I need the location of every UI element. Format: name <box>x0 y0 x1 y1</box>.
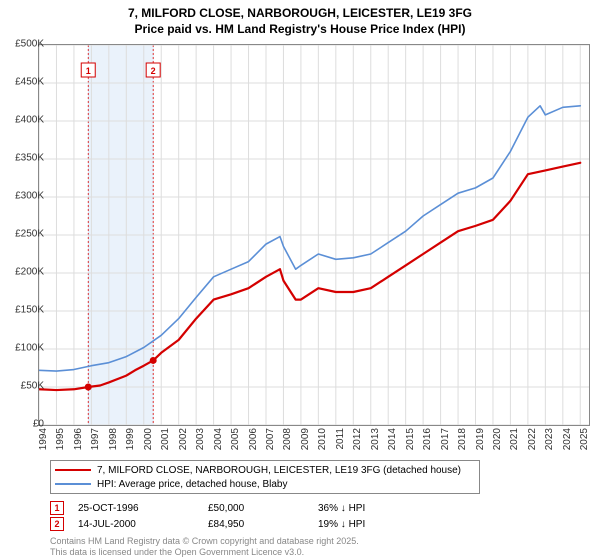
x-tick-label: 2010 <box>317 428 328 450</box>
legend-swatch-hpi <box>55 483 91 485</box>
sale-date-1: 25-OCT-1996 <box>78 503 208 514</box>
chart-svg: 12 <box>39 45 589 425</box>
x-tick-label: 1999 <box>125 428 136 450</box>
x-tick-label: 2020 <box>492 428 503 450</box>
x-tick-label: 2008 <box>282 428 293 450</box>
sales-row-2: 2 14-JUL-2000 £84,950 19% ↓ HPI <box>50 516 438 532</box>
sale-date-2: 14-JUL-2000 <box>78 519 208 530</box>
x-tick-label: 2022 <box>527 428 538 450</box>
svg-text:1: 1 <box>86 66 91 76</box>
legend-label-property: 7, MILFORD CLOSE, NARBOROUGH, LEICESTER,… <box>97 465 461 476</box>
y-tick-label: £450K <box>4 77 44 88</box>
sale-marker-2: 2 <box>50 517 64 531</box>
chart-container: 7, MILFORD CLOSE, NARBOROUGH, LEICESTER,… <box>0 0 600 560</box>
plot-area: 12 <box>38 44 590 426</box>
sale-marker-1: 1 <box>50 501 64 515</box>
x-tick-label: 2013 <box>370 428 381 450</box>
x-tick-label: 2000 <box>143 428 154 450</box>
x-tick-label: 2014 <box>387 428 398 450</box>
y-tick-label: £50K <box>4 381 44 392</box>
title-line-2: Price paid vs. HM Land Registry's House … <box>0 22 600 38</box>
x-tick-label: 2017 <box>440 428 451 450</box>
x-tick-label: 2025 <box>579 428 590 450</box>
copyright-line-1: Contains HM Land Registry data © Crown c… <box>50 536 359 547</box>
x-tick-label: 2012 <box>352 428 363 450</box>
sale-price-1: £50,000 <box>208 503 318 514</box>
x-tick-label: 2005 <box>230 428 241 450</box>
y-tick-label: £100K <box>4 343 44 354</box>
x-tick-label: 2003 <box>195 428 206 450</box>
x-tick-label: 2023 <box>544 428 555 450</box>
x-tick-label: 1998 <box>108 428 119 450</box>
copyright-notice: Contains HM Land Registry data © Crown c… <box>50 536 359 558</box>
x-tick-label: 2009 <box>300 428 311 450</box>
x-tick-label: 1994 <box>38 428 49 450</box>
copyright-line-2: This data is licensed under the Open Gov… <box>50 547 359 558</box>
x-tick-label: 2024 <box>562 428 573 450</box>
y-tick-label: £250K <box>4 229 44 240</box>
legend-swatch-property <box>55 469 91 471</box>
legend-row-hpi: HPI: Average price, detached house, Blab… <box>55 477 475 491</box>
x-tick-label: 2019 <box>475 428 486 450</box>
title-line-1: 7, MILFORD CLOSE, NARBOROUGH, LEICESTER,… <box>0 6 600 22</box>
y-tick-label: £150K <box>4 305 44 316</box>
x-tick-label: 1996 <box>73 428 84 450</box>
sale-hpi-2: 19% ↓ HPI <box>318 519 438 530</box>
x-tick-label: 2011 <box>335 428 346 450</box>
sale-hpi-1: 36% ↓ HPI <box>318 503 438 514</box>
x-tick-label: 1995 <box>55 428 66 450</box>
y-tick-label: £400K <box>4 115 44 126</box>
x-tick-label: 2001 <box>160 428 171 450</box>
legend-label-hpi: HPI: Average price, detached house, Blab… <box>97 479 288 490</box>
sale-price-2: £84,950 <box>208 519 318 530</box>
sales-row-1: 1 25-OCT-1996 £50,000 36% ↓ HPI <box>50 500 438 516</box>
legend-row-property: 7, MILFORD CLOSE, NARBOROUGH, LEICESTER,… <box>55 463 475 477</box>
y-tick-label: £300K <box>4 191 44 202</box>
sales-table: 1 25-OCT-1996 £50,000 36% ↓ HPI 2 14-JUL… <box>50 500 438 532</box>
x-tick-label: 1997 <box>90 428 101 450</box>
chart-title: 7, MILFORD CLOSE, NARBOROUGH, LEICESTER,… <box>0 0 600 37</box>
x-tick-label: 2016 <box>422 428 433 450</box>
x-tick-label: 2007 <box>265 428 276 450</box>
y-tick-label: £350K <box>4 153 44 164</box>
y-tick-label: £200K <box>4 267 44 278</box>
x-tick-label: 2015 <box>405 428 416 450</box>
x-tick-label: 2002 <box>178 428 189 450</box>
x-tick-label: 2018 <box>457 428 468 450</box>
x-tick-label: 2004 <box>213 428 224 450</box>
x-tick-label: 2021 <box>509 428 520 450</box>
legend-box: 7, MILFORD CLOSE, NARBOROUGH, LEICESTER,… <box>50 460 480 494</box>
svg-text:2: 2 <box>151 66 156 76</box>
y-tick-label: £500K <box>4 39 44 50</box>
x-tick-label: 2006 <box>248 428 259 450</box>
